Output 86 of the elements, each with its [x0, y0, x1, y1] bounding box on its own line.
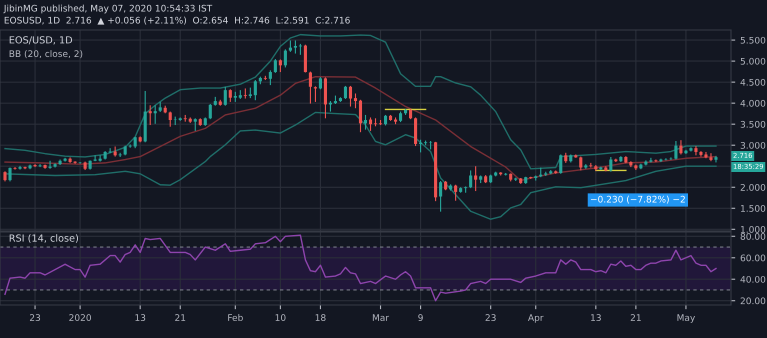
candlestick — [469, 170, 472, 189]
x-tick-label: 23 — [486, 314, 496, 322]
y-tick-label: 4.000 — [740, 100, 766, 107]
candlestick — [609, 156, 612, 172]
candlestick — [344, 85, 348, 100]
x-tick-label: 18 — [316, 314, 326, 322]
y-tick-label: 60.00 — [740, 254, 766, 262]
y-tick-label: 5.000 — [740, 58, 766, 65]
text: EOS/USD, 1D — [10, 36, 72, 45]
x-tick-label: 23 — [30, 314, 40, 322]
candlestick — [158, 101, 162, 113]
x-tick-label: 13 — [135, 314, 146, 322]
x-tick-label: 21 — [630, 314, 641, 321]
candlestick — [284, 48, 287, 68]
candlestick — [364, 114, 368, 130]
candlestick — [674, 140, 678, 160]
candlestick — [694, 146, 698, 156]
chart-title: RSI (14, close) — [10, 234, 78, 243]
candlestick — [268, 70, 272, 86]
y-tick-label: 80.00 — [740, 233, 766, 240]
candlestick — [454, 184, 458, 202]
candlestick — [444, 180, 448, 191]
candlestick — [254, 79, 257, 101]
y-tick-label: 2.000 — [740, 184, 766, 191]
candlestick — [534, 174, 538, 182]
line-series — [4, 76, 717, 182]
x-tick-label: 9 — [418, 314, 423, 322]
candlestick — [679, 140, 682, 156]
line-series — [4, 34, 717, 170]
candlestick — [114, 146, 117, 158]
candlestick — [564, 152, 568, 164]
candlestick — [368, 116, 372, 132]
y-tick-label: 1.000 — [741, 226, 766, 233]
candlestick — [314, 86, 317, 102]
candlestick — [154, 104, 157, 124]
candlestick — [439, 180, 442, 212]
candlestick — [348, 85, 352, 108]
candlestick — [579, 156, 582, 172]
line-series — [4, 112, 717, 220]
candlestick — [208, 103, 212, 120]
x-tick-label: 2020 — [69, 314, 91, 322]
candlestick — [318, 76, 322, 90]
candlestick — [288, 40, 292, 52]
y-tick-label: 4.500 — [740, 78, 766, 86]
y-tick-label: 1.500 — [741, 205, 766, 212]
candlestick — [354, 92, 358, 109]
y-tick-label: 40.00 — [740, 276, 766, 283]
candlestick — [124, 145, 127, 156]
text: EOSUSD, 1D 2.716 ▲ +0.056 (+2.11%) O:2.654 H:2.746 L:2.591 C:2.716 — [4, 16, 350, 25]
line-series — [4, 234, 717, 302]
candlestick — [194, 118, 197, 132]
text: BB (20, close, 2) — [10, 50, 82, 58]
x-tick-label: 10 — [276, 314, 286, 322]
candlestick — [358, 99, 362, 133]
candlestick — [274, 58, 277, 74]
x-tick-label: Mar — [372, 314, 390, 322]
candlestick — [278, 58, 282, 73]
x-tick-label: May — [677, 314, 695, 323]
text: JibinMG published, May 07, 2020 10:54:33 IST — [3, 4, 212, 14]
candlestick — [298, 43, 302, 56]
candlestick — [228, 88, 232, 102]
y-tick-label: 3.500 — [740, 120, 766, 128]
candlestick — [8, 166, 12, 182]
candlestick — [168, 111, 172, 128]
candlestick — [148, 104, 152, 126]
candlestick — [384, 114, 388, 126]
x-tick-label: Feb — [228, 314, 243, 322]
candlestick — [474, 166, 478, 192]
candlestick — [244, 88, 247, 100]
candlestick — [419, 139, 422, 153]
candlestick — [409, 108, 412, 120]
x-tick-label: 13 — [591, 314, 601, 322]
candlestick — [224, 86, 227, 106]
y-tick-label: 3.000 — [740, 142, 766, 149]
annotation: −0.230 (−7.82%) −2 — [590, 196, 685, 204]
candlestick — [88, 160, 92, 170]
y-tick-label: 20.00 — [740, 297, 766, 304]
y-tick-label: 5.500 — [740, 36, 766, 44]
candlestick — [539, 166, 542, 178]
x-tick-label: 21 — [175, 314, 186, 321]
candlestick — [328, 100, 332, 112]
candlestick — [398, 111, 402, 123]
candlestick — [559, 154, 562, 174]
candlestick — [3, 170, 7, 182]
x-tick-label: Apr — [528, 314, 544, 323]
candlestick — [308, 71, 312, 104]
